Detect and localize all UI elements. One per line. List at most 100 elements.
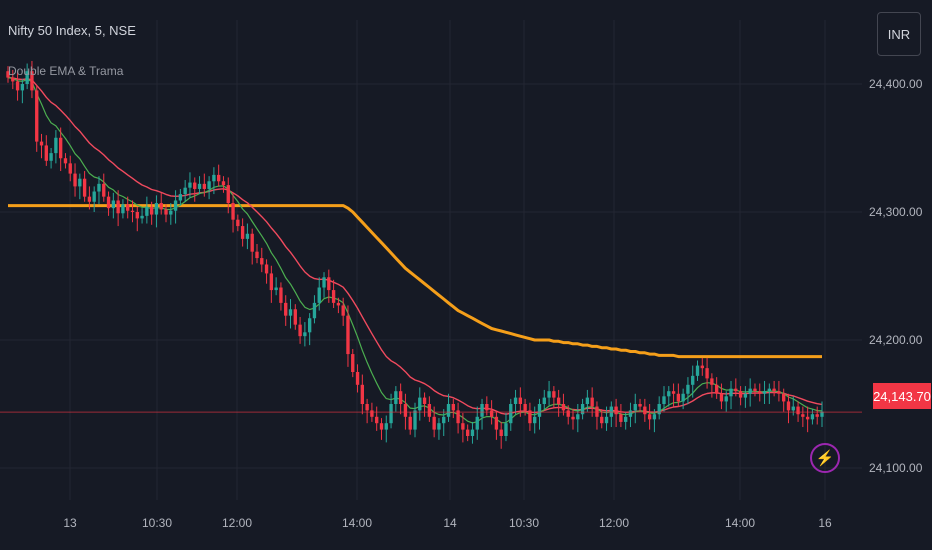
candle-body: [518, 397, 523, 404]
candle-body: [580, 404, 585, 415]
grid-lines: [0, 20, 862, 500]
candle-body: [389, 404, 393, 424]
candle-body: [322, 277, 326, 288]
candle-body: [810, 414, 815, 420]
candle-body: [489, 410, 494, 417]
x-tick-label-1: 10:30: [142, 516, 172, 530]
candle-body: [293, 309, 297, 325]
candle-body: [509, 404, 513, 424]
currency-button[interactable]: INR: [877, 12, 921, 56]
candle-body: [240, 226, 245, 239]
candle-body: [676, 393, 681, 402]
candle-body: [604, 416, 609, 424]
candle-body: [25, 71, 29, 84]
candle-body: [164, 209, 168, 215]
candle-body: [116, 200, 120, 214]
candle-body: [686, 384, 690, 394]
candle-body: [394, 391, 398, 404]
candle-body: [432, 416, 436, 430]
candle-body: [647, 414, 652, 420]
candle-body: [556, 397, 561, 404]
candle-body: [782, 393, 786, 402]
trama-series: [8, 204, 822, 359]
candle-body: [193, 182, 197, 189]
candle-body: [145, 206, 149, 216]
candle-body: [35, 90, 39, 142]
candle-body: [298, 324, 302, 337]
candle-body: [255, 251, 259, 259]
candle-body: [221, 181, 226, 186]
symbol-title[interactable]: Nifty 50 Index, 5, NSE: [8, 23, 136, 38]
candle-body: [633, 404, 637, 411]
candle-body: [226, 185, 230, 204]
candle-body: [657, 404, 661, 415]
ema-slow-series: [7, 76, 823, 415]
x-tick-label-7: 14:00: [725, 516, 755, 530]
candle-body: [317, 287, 321, 303]
candle-body: [456, 410, 460, 424]
candle-body: [681, 393, 685, 402]
candle-body: [753, 388, 757, 392]
candle-body: [614, 406, 618, 415]
candle-body: [413, 410, 417, 430]
candle-body: [327, 277, 331, 291]
x-tick-label-5: 10:30: [509, 516, 539, 530]
candle-body: [44, 145, 48, 161]
candle-body: [73, 173, 77, 187]
candle-body: [149, 206, 154, 215]
candle-body: [528, 410, 532, 424]
indicator-label[interactable]: Double EMA & Trama: [8, 64, 124, 78]
x-tick-label-3: 14:00: [342, 516, 372, 530]
y-tick-label-3: 24,100.00: [869, 461, 923, 475]
candle-body: [777, 391, 781, 394]
candle-body: [714, 384, 719, 394]
candle-body: [130, 210, 135, 212]
candle-body: [552, 391, 556, 398]
candle-body: [513, 397, 518, 404]
candle-body: [39, 141, 44, 146]
candle-body: [772, 388, 776, 392]
candle-body: [102, 183, 106, 197]
candle-body: [54, 137, 58, 154]
trama-line: [8, 204, 822, 359]
candle-body: [360, 384, 365, 404]
candle-body: [106, 196, 111, 209]
y-axis[interactable]: 24,400.00 24,300.00 24,200.00 24,100.00: [869, 77, 923, 475]
candle-body: [743, 393, 748, 398]
candle-body: [422, 397, 427, 404]
candle-body: [126, 204, 130, 211]
candle-body: [188, 182, 192, 188]
candle-body: [499, 429, 503, 436]
candle-body: [671, 391, 676, 394]
candle-body: [231, 203, 235, 220]
candle-body: [533, 416, 537, 424]
candle-body: [643, 406, 647, 415]
candle-body: [786, 401, 791, 411]
candle-body: [695, 365, 700, 376]
candle-body: [652, 414, 657, 420]
x-tick-label-8: 16: [818, 516, 832, 530]
candle-body: [691, 375, 695, 385]
candle-body: [767, 388, 772, 392]
candle-body: [470, 429, 475, 436]
x-axis[interactable]: 13 10:30 12:00 14:00 14 10:30 12:00 14:00 16: [63, 516, 832, 530]
candle-body: [719, 393, 724, 402]
candle-body: [87, 196, 92, 202]
candle-body: [375, 416, 379, 424]
candle-body: [442, 416, 446, 424]
candle-body: [571, 416, 575, 420]
candle-body: [274, 287, 278, 291]
candle-body: [791, 406, 795, 411]
candle-body: [628, 410, 633, 417]
candle-body: [159, 203, 163, 210]
candle-body: [15, 81, 20, 91]
x-tick-label-6: 12:00: [599, 516, 629, 530]
candle-body: [111, 200, 116, 209]
candle-body: [805, 416, 810, 420]
candle-body: [465, 429, 470, 436]
candle-body: [566, 410, 570, 417]
lightning-icon[interactable]: ⚡: [810, 443, 840, 473]
candle-body: [341, 305, 345, 316]
